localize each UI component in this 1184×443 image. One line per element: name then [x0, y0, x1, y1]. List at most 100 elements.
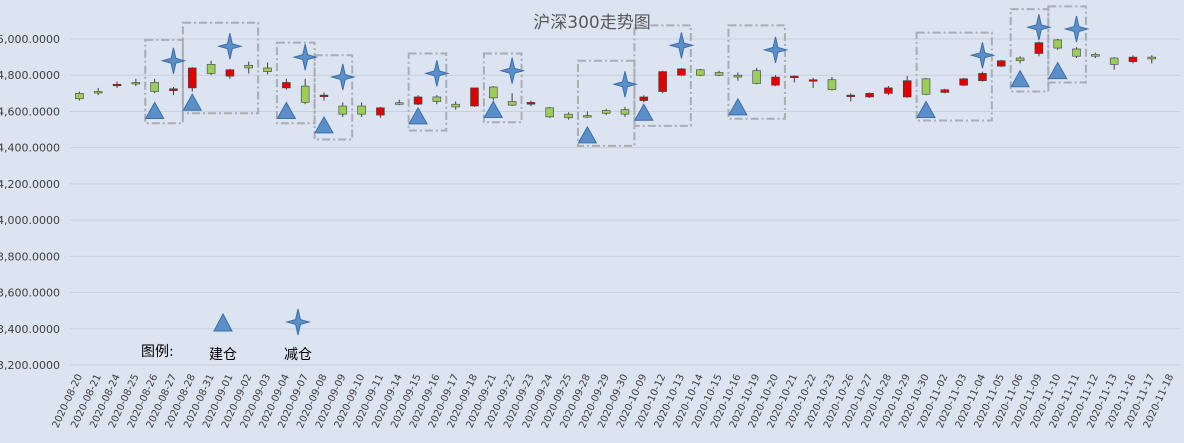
- legend-label-sell: 减仓: [284, 347, 312, 363]
- candle-body: [338, 105, 348, 115]
- candle-body: [620, 109, 630, 115]
- candle-body: [489, 86, 498, 99]
- candle-body: [357, 105, 366, 115]
- candle: [451, 101, 460, 110]
- highlight-box: [407, 52, 448, 132]
- candle-body: [1072, 48, 1081, 57]
- candle: [921, 77, 931, 96]
- candle-body: [583, 115, 592, 118]
- candle: [1034, 41, 1044, 57]
- candle: [1072, 47, 1081, 59]
- candle-body: [244, 64, 253, 69]
- candle-body: [319, 94, 329, 97]
- highlight-box: [275, 41, 316, 125]
- candle-body: [790, 75, 799, 78]
- y-tick-label: 4,600.0000: [0, 105, 60, 118]
- y-axis: 3,200.0000 3,400.0000 3,600.0000 3,800.0000…: [0, 33, 60, 372]
- four-point-star-icon: [423, 60, 450, 87]
- candle: [959, 77, 968, 87]
- candle: [677, 67, 686, 77]
- triangle-icon: [182, 93, 203, 111]
- candle-body: [884, 87, 893, 94]
- candle: [376, 106, 385, 118]
- candle-body: [752, 70, 761, 84]
- candle: [865, 92, 874, 98]
- candle-body: [639, 96, 649, 101]
- candle-body: [432, 96, 442, 102]
- candle: [564, 112, 573, 120]
- candle-body: [93, 91, 103, 94]
- four-point-star-icon: [216, 33, 243, 60]
- candle: [639, 95, 649, 103]
- candle-body: [940, 89, 950, 93]
- trade-signals: [144, 14, 1090, 144]
- candle: [489, 86, 498, 101]
- candle-body: [1053, 39, 1062, 49]
- candle-body: [451, 103, 460, 108]
- candle-body: [846, 94, 856, 97]
- candle: [526, 100, 536, 107]
- candle: [752, 67, 761, 85]
- candle-body: [131, 82, 141, 85]
- candle: [997, 59, 1006, 68]
- candle-body: [394, 102, 404, 105]
- highlight-box: [482, 52, 523, 124]
- candle-body: [507, 101, 517, 106]
- candle: [1128, 55, 1138, 64]
- y-tick-label: 3,400.0000: [0, 323, 60, 336]
- candle-body: [808, 79, 818, 82]
- triangle-icon: [213, 312, 233, 332]
- candle-body: [1109, 57, 1119, 65]
- candle-body: [188, 67, 197, 89]
- candle-body: [470, 87, 479, 107]
- candle: [1053, 39, 1062, 50]
- candle-body: [1128, 56, 1138, 62]
- candle-body: [263, 67, 272, 72]
- candle-body: [714, 72, 724, 76]
- candle: [225, 68, 235, 79]
- highlight-box: [181, 21, 260, 115]
- candle-body: [300, 85, 310, 103]
- candle-body: [677, 68, 686, 76]
- candle-body: [696, 69, 705, 76]
- highlight-box: [313, 54, 354, 141]
- highlight-box: [144, 38, 184, 125]
- candle-body: [564, 113, 573, 119]
- highlight-boxes: [144, 5, 1087, 147]
- candle: [282, 78, 291, 90]
- candle: [357, 102, 366, 117]
- triangle-icon: [577, 125, 598, 144]
- candle: [940, 88, 950, 94]
- candle-body: [601, 110, 611, 114]
- four-point-star-icon: [1063, 15, 1090, 43]
- candle: [470, 87, 479, 107]
- candle: [771, 75, 780, 87]
- candle: [394, 99, 404, 106]
- candle-body: [1015, 57, 1025, 62]
- candle: [583, 111, 592, 118]
- triangle-icon: [314, 115, 334, 134]
- candle-body: [75, 93, 84, 100]
- candle: [902, 76, 912, 98]
- candle: [884, 86, 893, 96]
- candle: [1109, 57, 1119, 70]
- candle: [790, 75, 799, 83]
- candle-body: [545, 107, 554, 118]
- candle: [507, 93, 517, 107]
- candle: [300, 78, 310, 105]
- triangle-icon: [1047, 61, 1068, 80]
- four-point-star-icon: [668, 32, 695, 59]
- triangle-icon: [276, 101, 297, 119]
- y-tick-label: 3,800.0000: [0, 250, 60, 263]
- four-point-star-icon: [329, 63, 356, 91]
- candle: [188, 67, 197, 92]
- candle-body: [1147, 56, 1157, 60]
- four-point-star-icon: [1025, 14, 1052, 41]
- triangle-icon: [408, 106, 428, 125]
- candle-body: [206, 64, 216, 74]
- candle: [808, 77, 818, 88]
- four-point-star-icon: [499, 57, 526, 84]
- candle: [319, 92, 329, 101]
- highlight-box: [727, 24, 786, 120]
